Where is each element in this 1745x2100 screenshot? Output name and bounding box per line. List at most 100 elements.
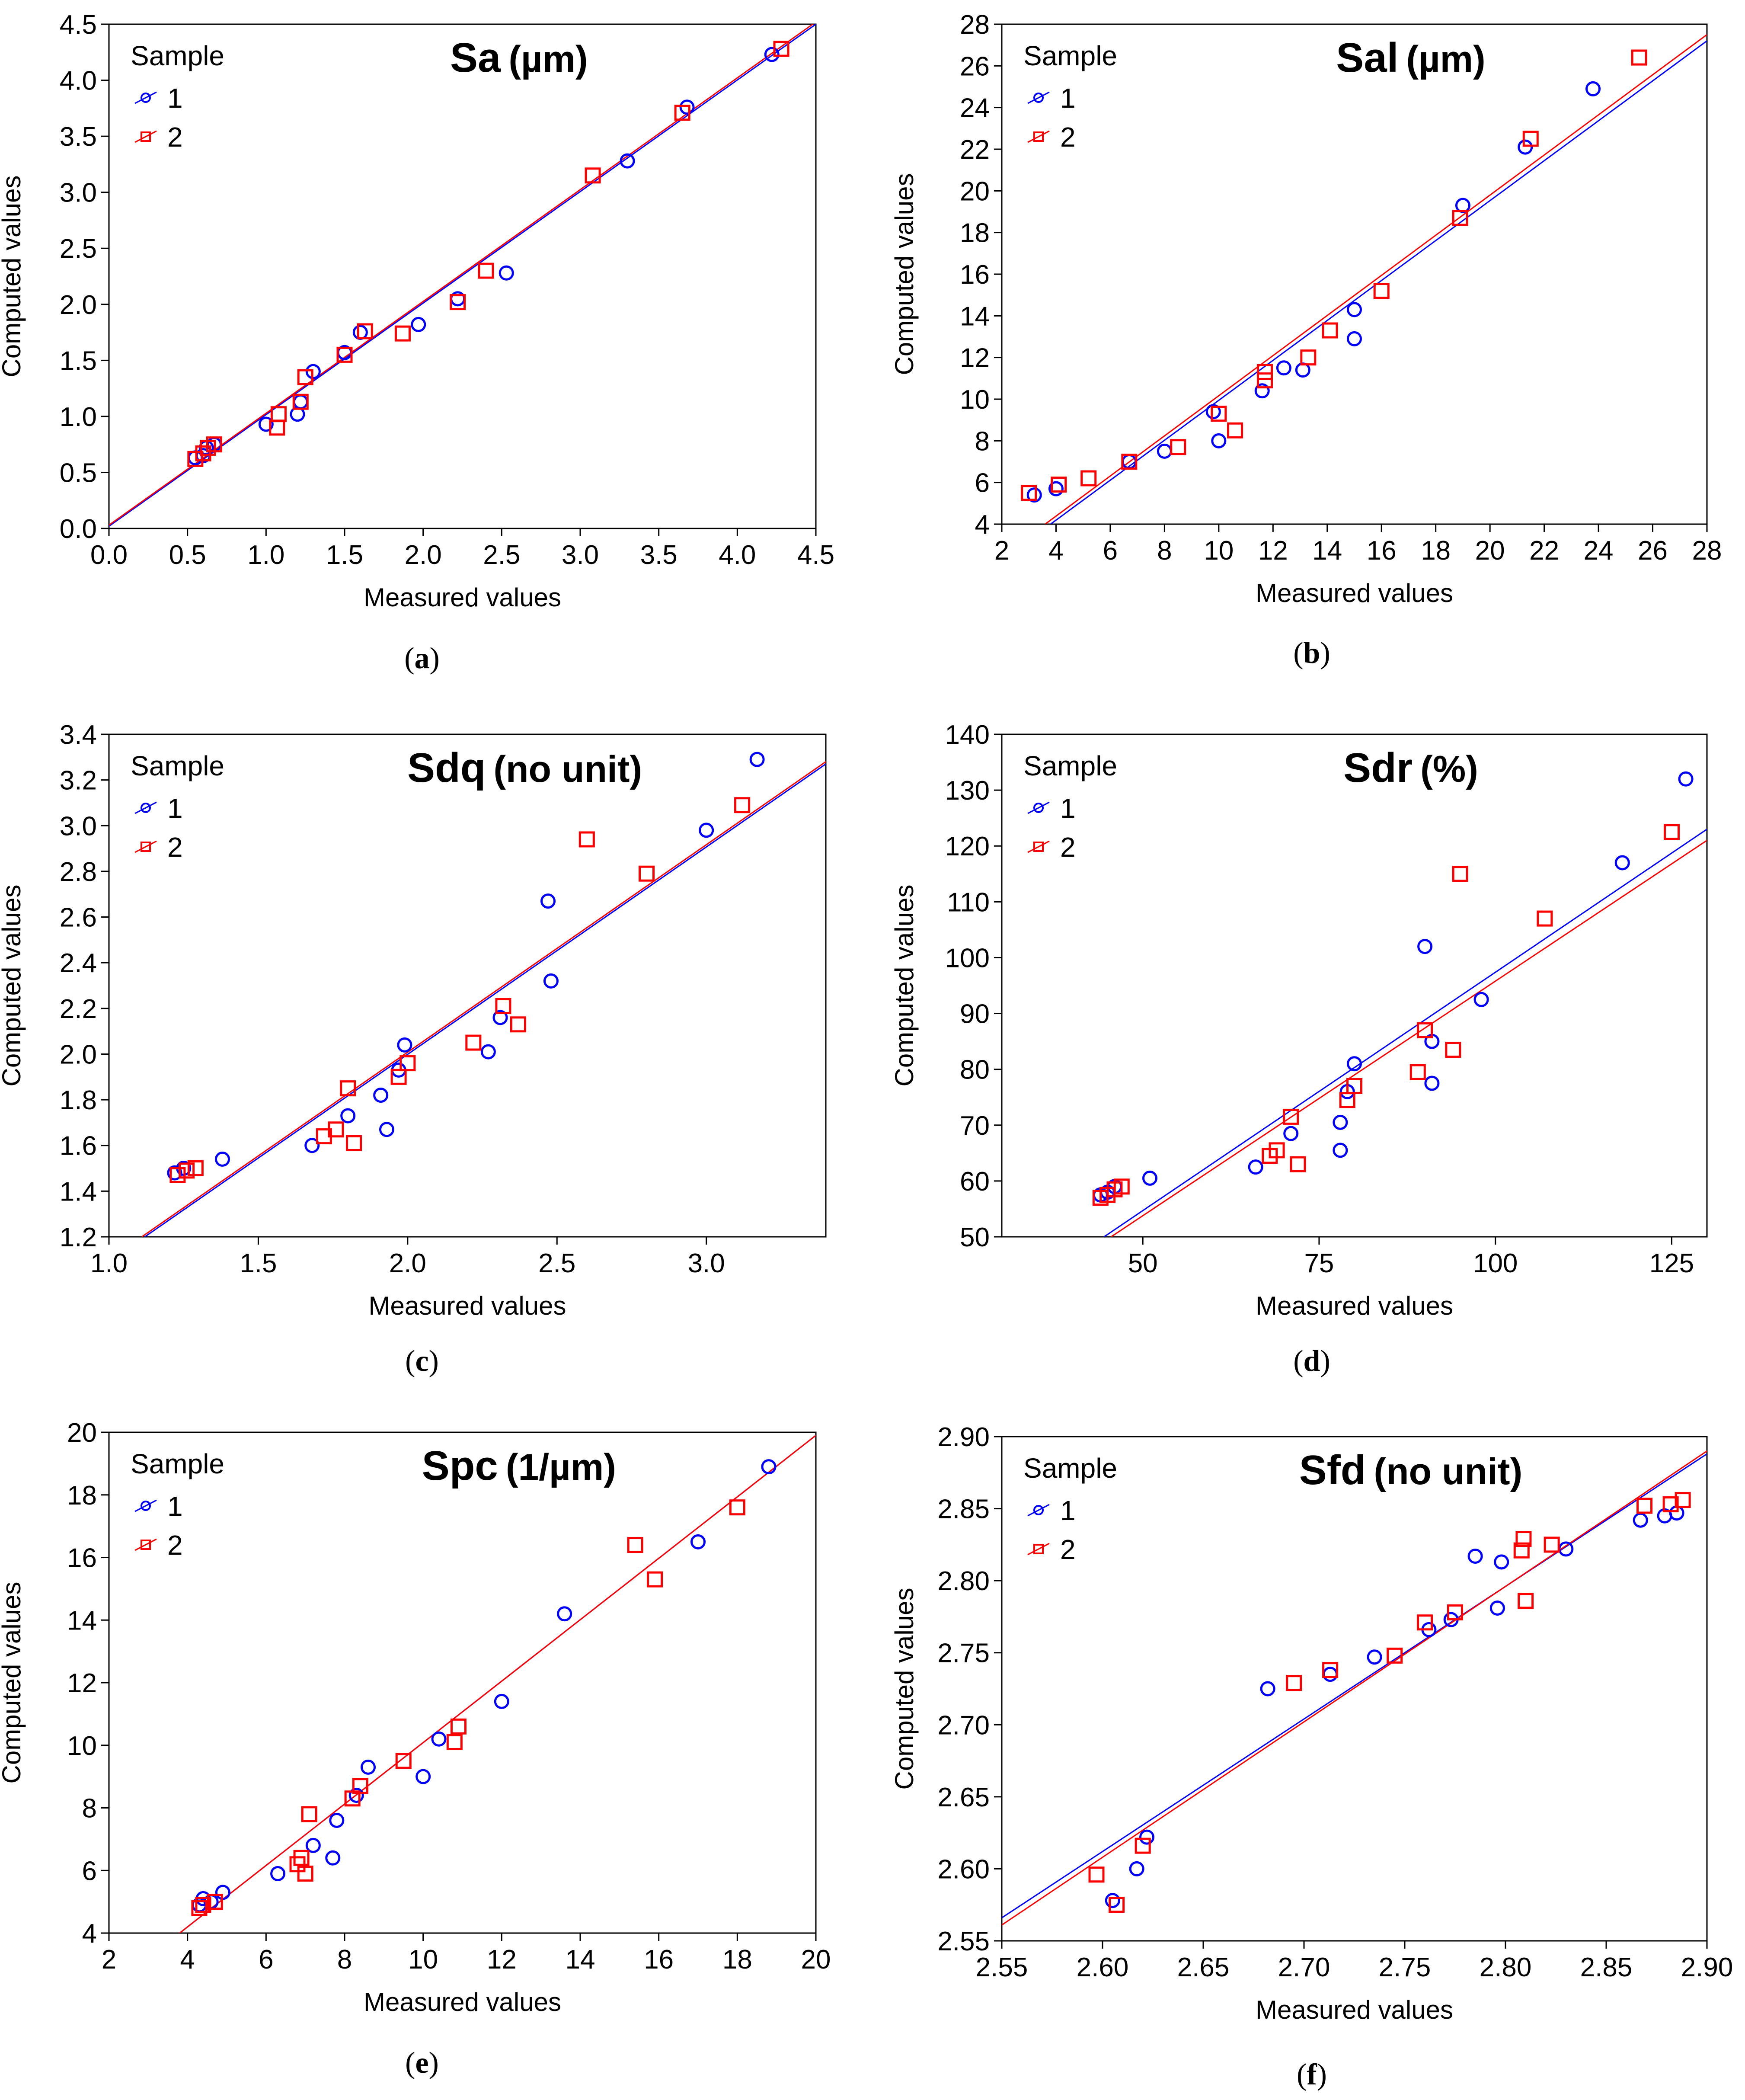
x-tick-label: 2.5 — [483, 540, 520, 570]
data-point-sample-2 — [1452, 210, 1468, 226]
legend-label: 2 — [167, 832, 183, 863]
x-axis-label: Measured values — [1256, 1995, 1453, 2024]
x-tick-label: 2.5 — [538, 1248, 575, 1278]
x-tick-label: 75 — [1304, 1248, 1334, 1278]
data-point-sample-2 — [450, 294, 466, 311]
data-point-sample-2 — [1663, 824, 1680, 840]
data-point-sample-2 — [1447, 1604, 1463, 1620]
y-tick-label: 12 — [960, 343, 990, 373]
data-point-sample-1 — [557, 1606, 572, 1622]
plot-frame — [108, 23, 817, 529]
chart-title: Sdr (%) — [1343, 745, 1478, 791]
data-point-sample-2 — [340, 1080, 356, 1097]
legend-title: Sample — [131, 1448, 224, 1479]
legend-title: Sample — [1023, 750, 1117, 781]
x-tick-label: 1.0 — [247, 540, 284, 570]
legend-circle-icon — [141, 93, 151, 103]
data-point-sample-2 — [1346, 1078, 1362, 1094]
y-tick-label: 1.8 — [60, 1085, 97, 1115]
data-point-sample-1 — [761, 1459, 777, 1475]
data-point-sample-1 — [749, 752, 765, 767]
y-tick-label: 3.4 — [60, 720, 97, 750]
data-point-sample-2 — [336, 346, 353, 363]
data-point-sample-2 — [1445, 1041, 1461, 1058]
y-tick-label: 8 — [975, 426, 990, 456]
chart-title-unit: (no unit) — [493, 749, 642, 790]
x-tick-label: 1.5 — [326, 540, 363, 570]
data-point-sample-1 — [1105, 1893, 1120, 1908]
x-tick-label: 2.60 — [1077, 1953, 1129, 1982]
data-point-sample-1 — [270, 1866, 286, 1881]
panel-caption: (d) — [1293, 1345, 1330, 1378]
legend-line-icon — [134, 801, 157, 814]
fit-line-sample-2 — [1045, 34, 1707, 524]
data-point-sample-1 — [1585, 81, 1601, 96]
x-tick-label: 18 — [1421, 536, 1451, 566]
y-tick-label: 2.65 — [937, 1783, 990, 1812]
plot-frame — [108, 733, 827, 1238]
y-tick-label: 2.2 — [60, 994, 97, 1024]
legend-label: 1 — [1060, 1495, 1076, 1526]
legend-line-icon — [134, 840, 157, 853]
y-tick-label: 18 — [67, 1481, 97, 1511]
data-point-sample-2 — [1283, 1108, 1299, 1125]
x-tick-label: 14 — [1312, 536, 1342, 566]
x-tick-label: 2.85 — [1580, 1953, 1633, 1982]
data-point-sample-1 — [480, 1044, 496, 1060]
plot-area — [109, 24, 816, 527]
data-point-sample-2 — [297, 1865, 313, 1882]
x-tick-label: 24 — [1584, 536, 1614, 566]
data-point-sample-2 — [639, 865, 655, 882]
plot-area — [1092, 771, 1707, 1237]
panel-caption-close: ) — [429, 1345, 439, 1378]
panel-caption-close: ) — [1317, 2058, 1327, 2091]
data-point-sample-2 — [328, 1121, 344, 1138]
plot-frame — [1001, 1436, 1708, 1942]
data-point-sample-2 — [292, 394, 309, 410]
chart-title-unit: (1/µm) — [506, 1447, 616, 1488]
legend-entry-sample-1: 1 — [134, 793, 183, 824]
data-point-sample-2 — [647, 1571, 663, 1588]
chart-title: Sa (µm) — [450, 35, 588, 81]
x-tick-label: 16 — [644, 1945, 674, 1975]
chart-panel-e: 2 4 6 8 10 12 14 16 18 20468101214161820Measured … — [0, 1418, 831, 2080]
x-tick-label: 8 — [1157, 536, 1172, 566]
x-tick-label: 18 — [722, 1945, 752, 1975]
data-point-sample-1 — [679, 99, 695, 115]
legend-label: 1 — [1060, 83, 1076, 114]
chart-title-unit: (no unit) — [1374, 1451, 1522, 1492]
legend-circle-icon — [1033, 803, 1044, 813]
x-tick-label: 10 — [1204, 536, 1234, 566]
data-point-sample-1 — [1473, 992, 1489, 1007]
panel-caption-open: ( — [1293, 637, 1303, 670]
data-point-sample-2 — [195, 445, 211, 461]
data-point-sample-1 — [293, 394, 308, 410]
legend-circle-icon — [141, 1501, 151, 1511]
data-point-sample-1 — [1489, 1600, 1505, 1616]
data-point-sample-2 — [1170, 439, 1186, 455]
data-point-sample-2 — [399, 1055, 416, 1072]
legend-square-icon — [141, 842, 151, 852]
legend-line-icon — [1027, 1504, 1050, 1517]
fit-line-sample-2 — [1110, 840, 1707, 1237]
data-point-sample-1 — [215, 1151, 230, 1167]
panel-caption-open: ( — [405, 1345, 415, 1378]
y-tick-label: 16 — [960, 260, 990, 290]
data-point-sample-1 — [1333, 1114, 1348, 1130]
data-point-sample-2 — [773, 41, 789, 57]
data-point-sample-2 — [1256, 372, 1273, 389]
chart-panel-f: 2.55 2.60 2.65 2.70 2.75 2.80 2.85 2.90 2.55 2.60… — [890, 1422, 1733, 2091]
data-point-sample-2 — [1322, 1662, 1339, 1678]
data-point-sample-2 — [1373, 283, 1390, 299]
data-point-sample-2 — [1135, 1838, 1151, 1854]
plot-frame — [1001, 23, 1708, 525]
y-tick-label: 1.2 — [60, 1223, 97, 1252]
data-point-sample-1 — [373, 1088, 389, 1103]
x-tick-label: 8 — [337, 1945, 352, 1975]
x-tick-label: 20 — [801, 1945, 831, 1975]
legend-square-icon — [1033, 131, 1044, 142]
x-tick-label: 2.80 — [1480, 1953, 1532, 1982]
data-point-sample-2 — [345, 1135, 362, 1151]
y-tick-label: 50 — [960, 1223, 990, 1252]
x-tick-label: 4.0 — [719, 540, 756, 570]
